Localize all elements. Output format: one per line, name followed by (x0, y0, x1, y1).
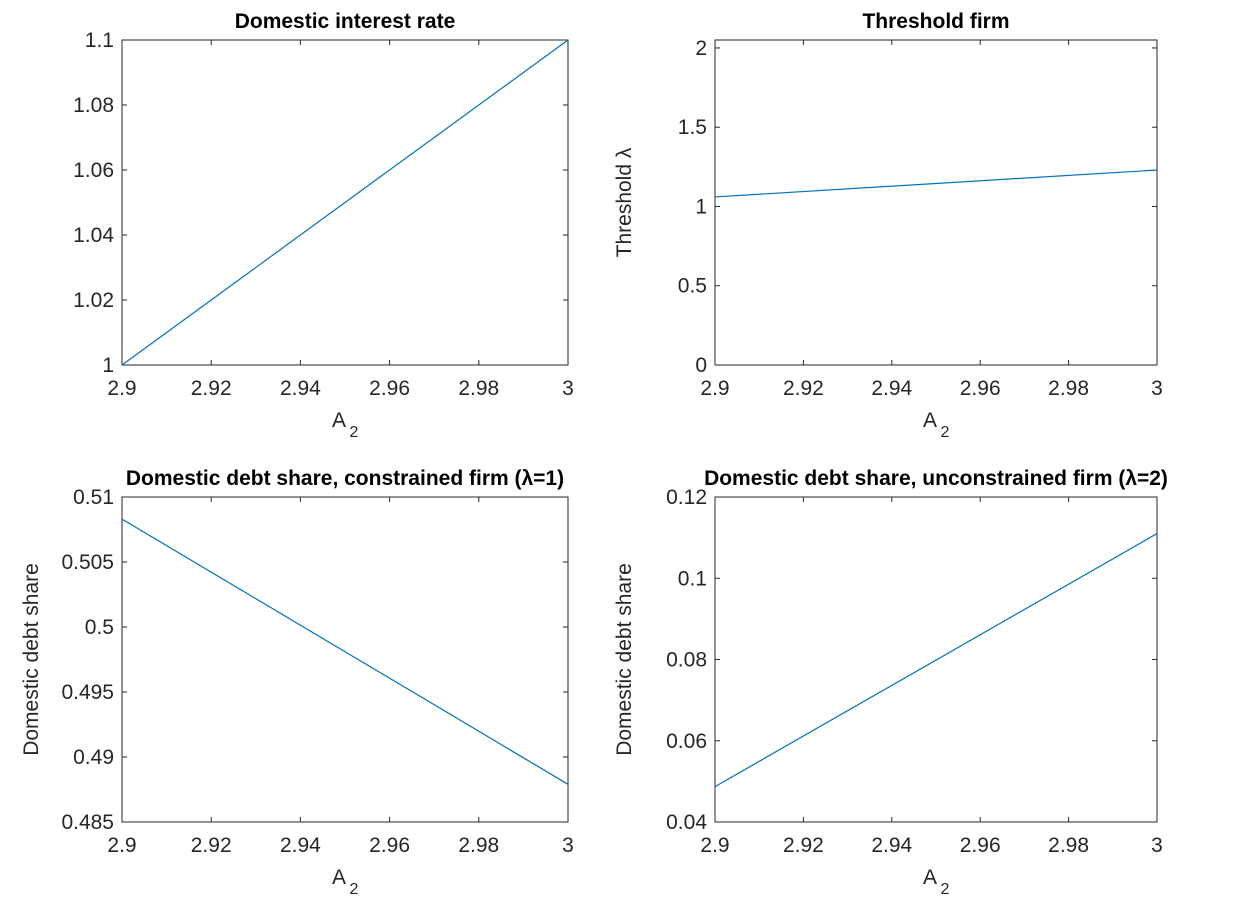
axes-box (121, 496, 569, 823)
y-axis-label: Threshold λ (613, 147, 636, 257)
y-tick-label: 0.04 (666, 811, 707, 834)
chart-title: Threshold firm (862, 10, 1009, 33)
chart-title: Domestic debt share, unconstrained firm … (704, 467, 1168, 490)
x-tick-label: 2.9 (107, 834, 136, 857)
x-axis-label: A (923, 866, 937, 889)
y-tick-label: 1.5 (678, 116, 707, 139)
y-tick-label: 0.06 (666, 730, 707, 753)
y-tick-label: 0.1 (678, 567, 707, 590)
y-tick-label: 1 (695, 195, 707, 218)
y-axis-label: Domestic debt share (20, 563, 43, 756)
y-tick-label: 0.5 (678, 275, 707, 298)
chart-title: Domestic interest rate (235, 10, 456, 33)
y-tick-label: 1.08 (73, 94, 114, 117)
x-tick-label: 2.94 (280, 834, 321, 857)
x-tick-label: 2.94 (871, 377, 912, 400)
x-tick-label: 2.96 (369, 834, 410, 857)
x-tick-label: 2.9 (107, 377, 136, 400)
x-tick-label: 2.96 (960, 834, 1001, 857)
y-tick-label: 2 (695, 37, 707, 60)
y-tick-label: 0.51 (73, 486, 114, 509)
y-tick-label: 0.495 (61, 681, 114, 704)
y-tick-label: 0.49 (73, 746, 114, 769)
data-line (121, 518, 569, 785)
x-tick-label: 3 (562, 834, 574, 857)
x-tick-label: 2.96 (960, 377, 1001, 400)
data-line (121, 39, 569, 366)
x-tick-label: 2.94 (280, 377, 321, 400)
data-line (714, 169, 1158, 198)
x-tick-label: 2.98 (458, 377, 499, 400)
x-tick-label: 2.92 (783, 377, 824, 400)
x-tick-label: 2.94 (871, 834, 912, 857)
x-tick-label: 3 (1151, 377, 1163, 400)
x-tick-label: 2.96 (369, 377, 410, 400)
y-tick-label: 0.12 (666, 486, 707, 509)
y-tick-label: 0.5 (85, 616, 114, 639)
x-axis-label-subscript: 2 (350, 881, 359, 898)
x-tick-label: 3 (562, 377, 574, 400)
x-tick-label: 2.98 (1048, 377, 1089, 400)
y-tick-label: 1.04 (73, 224, 114, 247)
axes-box (121, 39, 569, 366)
y-tick-label: 1.1 (85, 29, 114, 52)
y-tick-label: 1.06 (73, 159, 114, 182)
y-tick-label: 0 (695, 354, 707, 377)
y-tick-label: 0.08 (666, 649, 707, 672)
x-axis-label-subscript: 2 (941, 881, 950, 898)
x-tick-label: 3 (1151, 834, 1163, 857)
chart-title: Domestic debt share, constrained firm (λ… (126, 467, 564, 490)
x-tick-label: 2.98 (1048, 834, 1089, 857)
y-tick-label: 0.485 (61, 811, 114, 834)
x-tick-label: 2.9 (700, 377, 729, 400)
x-tick-label: 2.92 (191, 834, 232, 857)
x-tick-label: 2.9 (700, 834, 729, 857)
x-axis-label: A (332, 409, 346, 432)
x-axis-label-subscript: 2 (941, 424, 950, 441)
x-tick-label: 2.92 (783, 834, 824, 857)
x-tick-label: 2.98 (458, 834, 499, 857)
y-tick-label: 0.505 (61, 551, 114, 574)
y-tick-label: 1 (102, 354, 114, 377)
y-axis-label: Domestic debt share (613, 563, 636, 756)
x-tick-label: 2.92 (191, 377, 232, 400)
axes-box (714, 39, 1158, 366)
x-axis-label: A (923, 409, 937, 432)
x-axis-label-subscript: 2 (350, 424, 359, 441)
data-line (714, 533, 1158, 788)
x-axis-label: A (332, 866, 346, 889)
y-tick-label: 1.02 (73, 289, 114, 312)
